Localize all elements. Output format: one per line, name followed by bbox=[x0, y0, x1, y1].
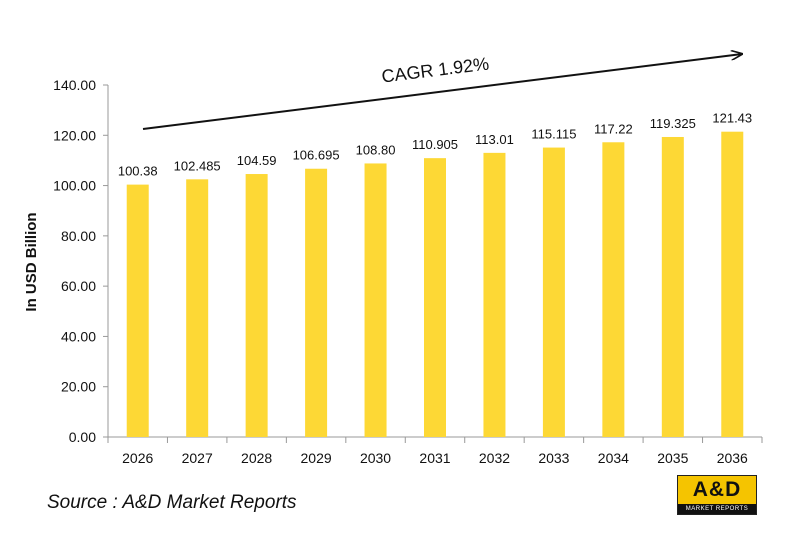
cagr-label: CAGR 1.92% bbox=[380, 54, 490, 87]
company-logo: A&D MARKET REPORTS bbox=[677, 475, 757, 515]
bar-2032 bbox=[483, 152, 506, 437]
y-tick-label: 120.00 bbox=[53, 127, 96, 143]
data-label: 121.43 bbox=[712, 111, 752, 126]
bar-2036 bbox=[721, 131, 744, 437]
bar-2035 bbox=[661, 136, 684, 438]
bar-2030 bbox=[364, 163, 387, 437]
x-tick-label: 2034 bbox=[598, 450, 629, 466]
data-label: 113.01 bbox=[475, 132, 514, 147]
x-tick-label: 2031 bbox=[419, 450, 450, 466]
y-tick-label: 80.00 bbox=[61, 228, 96, 244]
data-label: 100.38 bbox=[118, 164, 158, 179]
y-axis-label: In USD Billion bbox=[23, 212, 40, 311]
bar-2026 bbox=[126, 184, 149, 437]
logo-main-text: A&D bbox=[692, 478, 742, 501]
y-tick-label: 0.00 bbox=[69, 429, 96, 445]
x-tick-label: 2036 bbox=[717, 450, 748, 466]
logo-sub-text: MARKET REPORTS bbox=[678, 504, 756, 514]
bar-2033 bbox=[542, 147, 565, 437]
data-label: 119.325 bbox=[650, 116, 696, 131]
bar-2031 bbox=[424, 158, 446, 437]
x-tick-label: 2035 bbox=[657, 450, 688, 466]
data-label: 115.115 bbox=[531, 127, 576, 142]
x-tick-label: 2026 bbox=[122, 450, 153, 466]
data-label: 102.485 bbox=[174, 158, 221, 173]
y-tick-label: 100.00 bbox=[53, 178, 96, 194]
x-tick-label: 2030 bbox=[360, 450, 391, 466]
x-tick-label: 2032 bbox=[479, 450, 510, 466]
x-tick-label: 2029 bbox=[301, 450, 332, 466]
bar-2028 bbox=[245, 174, 268, 437]
y-tick-label: 40.00 bbox=[61, 328, 96, 344]
data-label: 108.80 bbox=[356, 142, 396, 157]
data-label: 104.59 bbox=[237, 153, 277, 168]
x-tick-label: 2028 bbox=[241, 450, 272, 466]
x-tick-label: 2033 bbox=[538, 450, 569, 466]
cagr-arrow bbox=[142, 54, 742, 130]
data-label: 117.22 bbox=[594, 121, 633, 136]
x-tick-label: 2027 bbox=[182, 450, 213, 466]
data-label: 106.695 bbox=[293, 148, 340, 163]
y-tick-label: 140.00 bbox=[53, 77, 96, 93]
bar-2034 bbox=[602, 142, 625, 437]
y-tick-label: 20.00 bbox=[61, 379, 96, 395]
y-tick-label: 60.00 bbox=[61, 278, 96, 294]
bar-2029 bbox=[305, 168, 328, 437]
source-note: Source : A&D Market Reports bbox=[47, 492, 297, 513]
data-label: 110.905 bbox=[412, 137, 458, 152]
bar-2027 bbox=[186, 179, 209, 437]
